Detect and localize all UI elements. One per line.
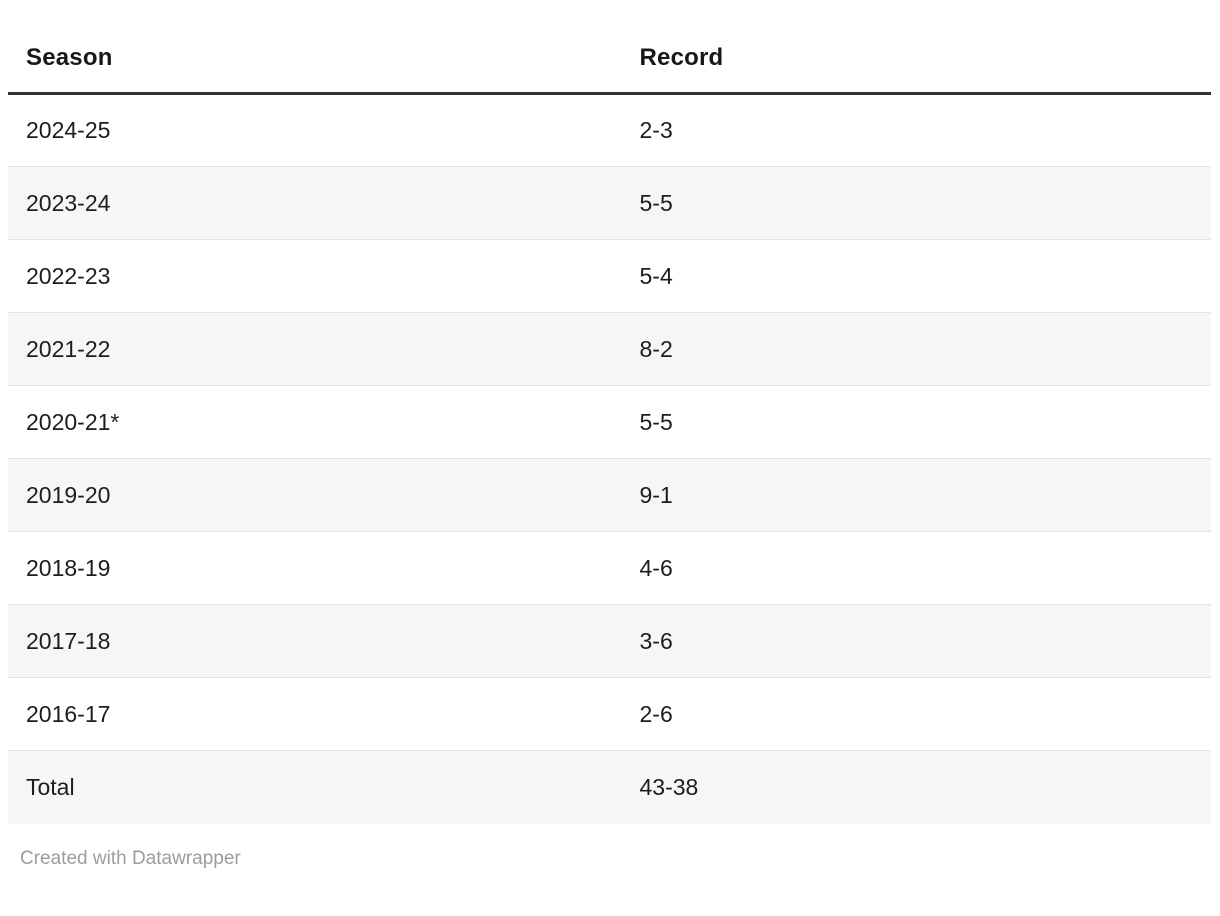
record-cell: 5-5 (639, 189, 673, 216)
datawrapper-attribution-link[interactable]: Created with Datawrapper (20, 847, 241, 869)
record-cell: 3-6 (639, 627, 673, 654)
table-row: 2024-25 2-3 (8, 94, 1211, 167)
record-cell: 9-1 (639, 481, 673, 508)
table-row-total: Total 43-38 (8, 750, 1211, 824)
season-cell: 2024-25 (26, 117, 111, 143)
season-cell-total: Total (26, 773, 75, 800)
table-row: 2023-24 5-5 (8, 166, 1211, 240)
season-cell: 2018-19 (26, 554, 111, 581)
table-body: 2024-25 2-3 2023-24 5-5 2022-23 5-4 2021… (8, 94, 1211, 824)
table-visualization: Season Record 2024-25 2-3 2023-24 5-5 20… (8, 0, 1211, 824)
season-cell: 2019-20 (26, 481, 111, 508)
season-cell: 2023-24 (26, 189, 111, 216)
season-cell: 2021-22 (26, 335, 111, 362)
table-row: 2021-22 8-2 (8, 312, 1211, 386)
column-header-season: Season (8, 0, 622, 95)
season-cell: 2022-23 (26, 262, 111, 289)
season-cell: 2017-18 (26, 627, 111, 654)
season-record-table: Season Record 2024-25 2-3 2023-24 5-5 20… (8, 0, 1211, 824)
table-row: 2020-21* 5-5 (8, 385, 1211, 459)
record-cell-total: 43-38 (639, 773, 699, 800)
column-header-record: Record (621, 0, 1211, 95)
table-row: 2022-23 5-4 (8, 239, 1211, 313)
record-cell: 4-6 (639, 554, 673, 581)
season-cell: 2016-17 (26, 700, 111, 727)
table-row: 2016-17 2-6 (8, 677, 1211, 751)
season-cell: 2020-21* (26, 408, 120, 435)
table-row: 2017-18 3-6 (8, 604, 1211, 678)
record-cell: 8-2 (639, 335, 673, 362)
table-row: 2019-20 9-1 (8, 458, 1211, 532)
record-cell: 5-5 (639, 408, 673, 435)
record-cell: 2-6 (639, 700, 673, 727)
record-cell: 5-4 (639, 262, 673, 289)
header-row: Season Record (8, 0, 1211, 95)
attribution-footer: Created with Datawrapper (20, 848, 1220, 870)
table-header: Season Record (8, 0, 1211, 95)
record-cell: 2-3 (639, 117, 673, 143)
table-row: 2018-19 4-6 (8, 531, 1211, 605)
